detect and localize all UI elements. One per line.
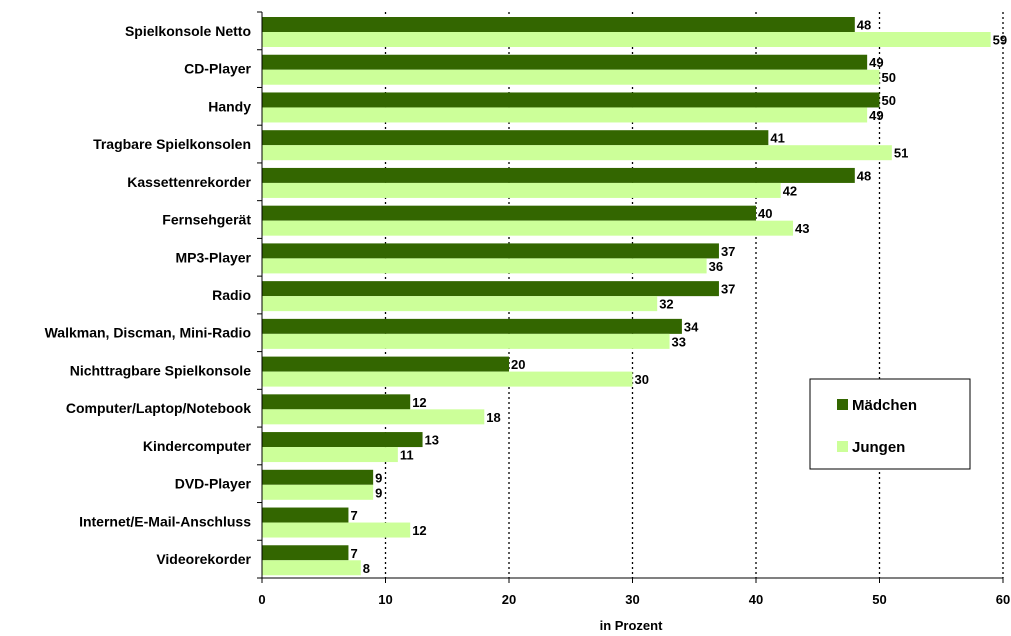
data-label: 7: [350, 508, 357, 523]
category-label: Videorekorder: [156, 551, 251, 567]
category-label: CD-Player: [184, 61, 251, 77]
gridlines: [384, 12, 1004, 578]
bar-jungen: [262, 32, 991, 47]
data-label: 42: [783, 183, 797, 198]
bar-maedchen: [262, 545, 349, 561]
category-label: MP3-Player: [176, 249, 252, 265]
x-tick-label: 50: [872, 592, 886, 607]
x-tick-labels: 0 10 20 30 40 50 60: [258, 592, 1010, 607]
x-tick-label: 10: [378, 592, 392, 607]
data-label: 48: [857, 18, 871, 33]
bar-jungen: [262, 522, 411, 538]
x-tick-label: 40: [749, 592, 763, 607]
data-label: 32: [659, 297, 673, 312]
category-label: Kassettenrekorder: [127, 174, 251, 190]
legend-swatch-maedchen: [837, 399, 848, 410]
bar-jungen: [262, 107, 868, 123]
bar-jungen: [262, 258, 707, 274]
category-label: Spielkonsole Netto: [125, 23, 251, 39]
legend-swatch-jungen: [837, 441, 848, 452]
data-label: 18: [486, 410, 500, 425]
value-labels: 4859495050494151484240433736373234332030…: [350, 18, 1007, 576]
category-label: Fernsehgerät: [162, 212, 251, 228]
bar-jungen: [262, 484, 374, 500]
data-label: 20: [511, 357, 525, 372]
category-label: Nichttragbare Spielkonsole: [70, 362, 251, 378]
data-label: 50: [882, 93, 896, 108]
data-label: 34: [684, 319, 699, 334]
legend-label-jungen: Jungen: [852, 439, 905, 456]
category-labels: Spielkonsole Netto CD-Player Handy Tragbare…: [45, 23, 252, 567]
legend-label-maedchen: Mädchen: [852, 397, 917, 414]
bar-maedchen: [262, 54, 868, 70]
data-label: 9: [375, 470, 382, 485]
bar-maedchen: [262, 130, 769, 146]
data-label: 43: [795, 221, 809, 236]
bar-jungen: [262, 182, 781, 198]
bar-jungen: [262, 220, 794, 236]
data-label: 50: [882, 70, 896, 85]
data-label: 37: [721, 244, 735, 259]
bar-jungen: [262, 296, 658, 312]
bar-jungen: [262, 333, 670, 349]
bar-maedchen: [262, 243, 719, 259]
legend: Mädchen Jungen: [809, 378, 971, 470]
bar-jungen: [262, 560, 361, 576]
bar-maedchen: [262, 507, 349, 523]
bar-maedchen: [262, 92, 880, 108]
bar-maedchen: [262, 318, 682, 334]
data-label: 49: [869, 108, 883, 123]
data-label: 36: [709, 259, 723, 274]
category-label: Walkman, Discman, Mini-Radio: [45, 325, 251, 341]
category-label: Internet/E-Mail-Anschluss: [79, 513, 251, 529]
data-label: 30: [635, 372, 649, 387]
x-tick-label: 60: [996, 592, 1010, 607]
bar-maedchen: [262, 356, 509, 372]
data-label: 41: [770, 131, 784, 146]
data-label: 49: [869, 55, 883, 70]
category-label: Radio: [212, 287, 251, 303]
category-label: Handy: [208, 98, 251, 114]
category-label: Kindercomputer: [143, 438, 252, 454]
bar-maedchen: [262, 205, 756, 221]
bar-maedchen: [262, 432, 423, 448]
data-label: 8: [363, 561, 370, 576]
data-label: 12: [412, 523, 426, 538]
bar-maedchen: [262, 281, 719, 297]
category-label: Tragbare Spielkonsolen: [93, 136, 251, 152]
legend-box: [809, 378, 971, 470]
category-label: Computer/Laptop/Notebook: [66, 400, 251, 416]
bar-jungen: [262, 371, 633, 387]
data-label: 51: [894, 146, 908, 161]
x-tick-label: 20: [502, 592, 516, 607]
data-label: 7: [350, 546, 357, 561]
x-axis-title: in Prozent: [600, 618, 664, 633]
bar-jungen: [262, 447, 398, 463]
bar-jungen: [262, 145, 892, 161]
category-label: DVD-Player: [175, 476, 252, 492]
data-label: 9: [375, 485, 382, 500]
bar-maedchen: [262, 469, 374, 485]
bar-maedchen: [262, 394, 411, 410]
data-label: 59: [993, 33, 1007, 48]
data-label: 11: [400, 448, 414, 463]
bar-maedchen: [262, 167, 855, 183]
data-label: 33: [672, 334, 686, 349]
data-label: 37: [721, 282, 735, 297]
bars: [262, 17, 991, 576]
bar-maedchen: [262, 17, 855, 32]
data-label: 12: [412, 395, 426, 410]
data-label: 13: [425, 433, 439, 448]
data-label: 48: [857, 168, 871, 183]
x-tick-label: 0: [258, 592, 265, 607]
x-tick-label: 30: [625, 592, 639, 607]
data-label: 40: [758, 206, 772, 221]
bar-jungen: [262, 69, 880, 85]
bar-jungen: [262, 409, 485, 425]
axes: [257, 11, 1004, 583]
